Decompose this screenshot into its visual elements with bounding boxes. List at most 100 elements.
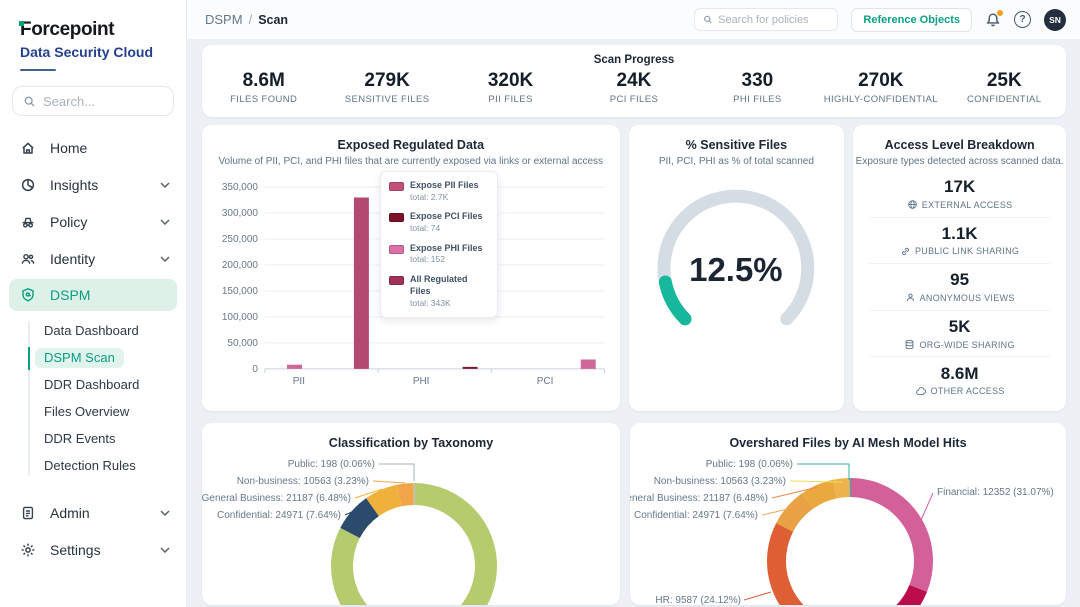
sidebar-item-label: Home (50, 139, 88, 156)
donut-callout-label: General Business: 21187 (6.48%) (630, 493, 768, 504)
sensitive-gauge-chart: 12.5% (656, 189, 814, 326)
sidebar-subitem-ddr-events[interactable]: DDR Events (0, 426, 186, 453)
callout-line (771, 486, 819, 499)
chevron-down-icon (160, 546, 170, 553)
donut-callout-label: Non-business: 10563 (3.23%) (654, 476, 786, 487)
sidebar-item-home[interactable]: Home (0, 129, 186, 166)
callout-line (743, 591, 772, 601)
sidebar-item-policy[interactable]: Policy (0, 203, 186, 240)
donut-callout-label: Public: 198 (0.06%) (288, 459, 375, 470)
bar (353, 197, 369, 369)
gauge-fill (658, 275, 692, 326)
sidebar-item-identity[interactable]: Identity (0, 240, 186, 277)
donut-slice (896, 584, 928, 605)
legend-total: total: 74 (410, 223, 441, 234)
sidebar-item-settings[interactable]: Settings (0, 531, 186, 568)
donut-slice (396, 483, 415, 507)
link-icon (902, 247, 909, 256)
sidebar-subitem-ddr-dashboard[interactable]: DDR Dashboard (0, 372, 186, 399)
stat-label: OTHER ACCESS (930, 386, 1005, 397)
sidebar-item-dspm[interactable]: DSPM (9, 279, 177, 311)
search-icon (704, 15, 713, 24)
metric-label: FILES FOUND (230, 94, 298, 105)
sidebar-item-insights[interactable]: Insights (0, 166, 186, 203)
chevron-down-icon (160, 255, 170, 262)
subitem-label: DDR Events (44, 431, 116, 446)
gauge-title: % Sensitive Files (685, 138, 788, 152)
metric-value: 330 (741, 70, 774, 91)
subitem-label: DDR Dashboard (44, 377, 140, 392)
classification-by-taxonomy-card: Public: 198 (0.06%) Non-business: 10563 (… (202, 423, 620, 605)
donut-callout-label: HR: 9587 (24.12%) (655, 595, 741, 605)
logo-text: Forcepoint (20, 19, 115, 40)
overshared-files-card: Public: 198 (0.06%) Non-business: 10563 (… (630, 423, 1066, 605)
sidebar-subitem-data-dashboard[interactable]: Data Dashboard (0, 318, 186, 345)
globe-icon (907, 200, 917, 210)
person-icon (906, 294, 914, 302)
donut-callout-label: Confidential: 24971 (7.64%) (634, 510, 758, 521)
donut-slice (832, 478, 850, 499)
divider (869, 309, 1050, 311)
stat-value: 5K (948, 317, 971, 337)
sidebar-item-label: Admin (50, 504, 90, 521)
access-title: Access Level Breakdown (884, 138, 1035, 152)
stat-label: ANONYMOUS VIEWS (919, 292, 1015, 303)
x-category-label: PII (293, 376, 305, 387)
y-tick-label: 200,000 (222, 260, 258, 271)
stat-external-access: 17K EXTERNAL ACCESS (853, 171, 1066, 217)
access-stats: 17K EXTERNAL ACCESS 1.1K PUBLIC LINK SHA… (853, 171, 1066, 403)
main-area: DSPM / Scan Reference Objects ? SN S (187, 0, 1080, 607)
sidebar-nav: Home Insights Policy Identity DSPM (0, 129, 186, 568)
subitem-label: DSPM Scan (35, 348, 124, 368)
help-icon[interactable]: ? (1014, 11, 1031, 28)
legend-label: Expose PII Files total: 2.7K (410, 180, 479, 202)
callout-line (789, 480, 843, 483)
legend-label: Expose PHI Files total: 152 (410, 242, 483, 265)
callout-line (920, 492, 934, 521)
metric-pii-files: 320K PII FILES (449, 70, 572, 105)
search-icon (24, 96, 35, 107)
avatar[interactable]: SN (1044, 8, 1066, 31)
identity-icon (20, 250, 37, 267)
gauge-subtitle: PII, PCI, PHI as % of total scanned (658, 156, 814, 167)
sidebar-search-input[interactable] (43, 93, 163, 109)
subitem-label: Data Dashboard (44, 323, 139, 338)
reference-objects-button[interactable]: Reference Objects (851, 7, 972, 32)
sidebar-subitem-files-overview[interactable]: Files Overview (0, 399, 186, 426)
brand-underline (20, 69, 56, 71)
sidebar-item-admin[interactable]: Admin (0, 494, 186, 531)
taxonomy-donut-chart: Public: 198 (0.06%) Non-business: 10563 (… (202, 459, 497, 605)
legend-total: total: 343K (410, 297, 451, 308)
metric-value: 25K (986, 70, 1022, 91)
chevron-down-icon (160, 218, 170, 225)
notification-badge (996, 8, 1004, 17)
policy-search-input[interactable] (718, 13, 830, 26)
notifications-bell-icon[interactable] (985, 8, 1004, 28)
legend-item: Expose PHI Files total: 152 (389, 243, 489, 266)
stat-value: 17K (944, 177, 976, 197)
stat-value: 95 (950, 270, 970, 290)
y-tick-label: 50,000 (227, 338, 258, 349)
donut-callout-label: Financial: 12352 (31.07%) (937, 487, 1054, 498)
breadcrumb-separator: / (248, 12, 253, 27)
donut-slice (802, 479, 838, 509)
y-tick-label: 350,000 (222, 182, 258, 193)
breadcrumb-section[interactable]: DSPM (205, 12, 243, 27)
sidebar-subitem-dspm-scan[interactable]: DSPM Scan (0, 345, 186, 372)
y-tick-label: 0 (252, 364, 258, 375)
exposed-regulated-data-card: 50,000 100,000 150,000 200,000 250,000 300,00… (202, 125, 620, 411)
metric-label: PHI FILES (733, 94, 782, 105)
policy-search[interactable] (694, 8, 839, 31)
x-category-label: PCI (537, 376, 554, 387)
stat-org-wide-sharing: 5K ORG-WIDE SHARING (853, 311, 1066, 357)
gauge-track (656, 189, 814, 326)
sidebar-search[interactable] (12, 86, 174, 116)
stat-label: PUBLIC LINK SHARING (915, 246, 1020, 257)
y-tick-label: 300,000 (222, 208, 258, 219)
metric-label: SENSITIVE FILES (344, 94, 430, 105)
access-subtitle: Exposure types detected across scanned d… (855, 156, 1064, 167)
legend-total: total: 152 (410, 254, 445, 265)
callout-line (797, 463, 850, 480)
sidebar-subitem-detection-rules[interactable]: Detection Rules (0, 453, 186, 480)
